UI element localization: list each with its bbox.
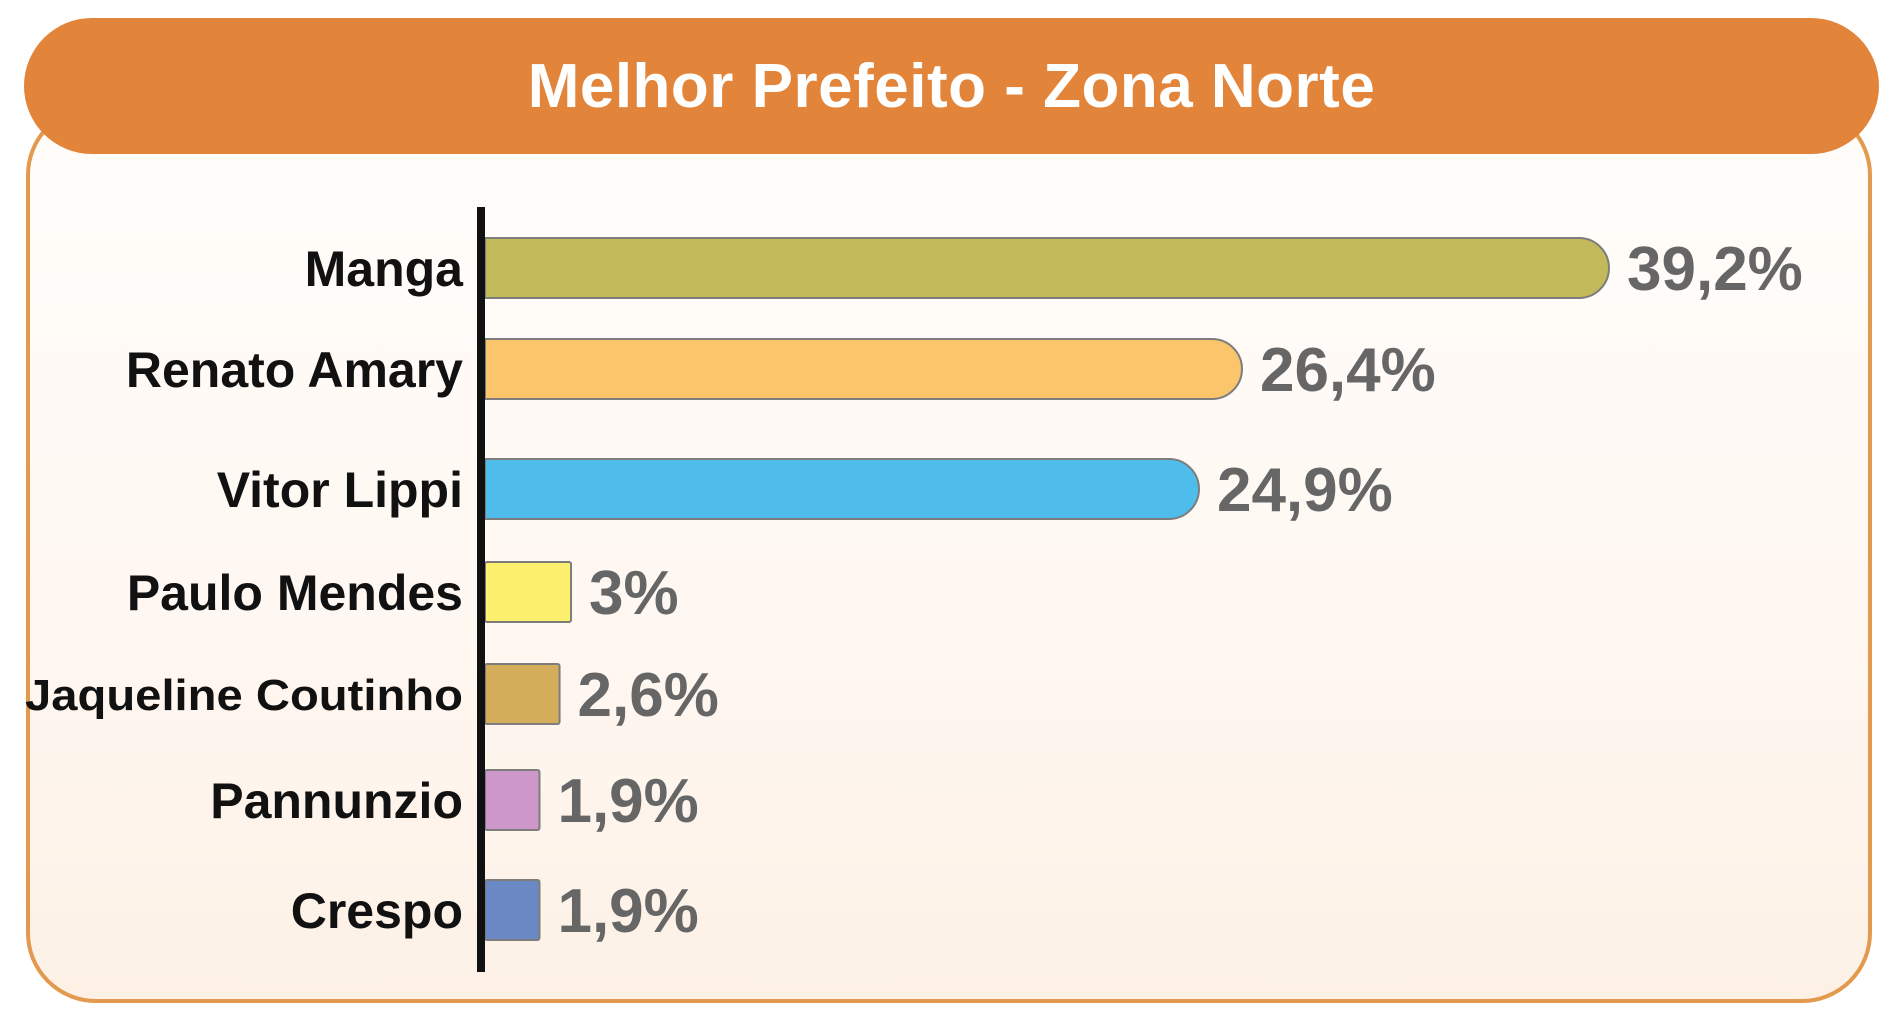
title-bar: Melhor Prefeito - Zona Norte	[24, 18, 1879, 154]
bar-4	[484, 663, 561, 725]
category-label-0: Manga	[305, 241, 465, 297]
category-label-1: Renato Amary	[126, 342, 463, 398]
value-label-0: 39,2%	[1627, 235, 1803, 304]
bar-1	[484, 338, 1243, 400]
value-label-5: 1,9%	[557, 767, 698, 836]
bar-6	[484, 879, 541, 941]
value-label-6: 1,9%	[557, 877, 698, 946]
bar-3	[484, 561, 573, 623]
value-label-1: 26,4%	[1260, 336, 1436, 405]
bar-2	[484, 458, 1200, 520]
bars-layer: Manga 39,2% Renato Amary 26,4% Vitor Lippi 24…	[25, 235, 1803, 946]
category-label-5: Pannunzio	[210, 773, 463, 829]
chart-title: Melhor Prefeito - Zona Norte	[527, 51, 1376, 121]
bar-5	[484, 769, 541, 831]
category-label-4: Jaqueline Coutinho	[25, 671, 463, 720]
value-label-3: 3%	[589, 559, 679, 628]
value-label-4: 2,6%	[578, 661, 719, 730]
category-label-3: Paulo Mendes	[127, 565, 463, 621]
bar-0	[484, 237, 1610, 299]
value-label-2: 24,9%	[1217, 456, 1393, 525]
category-label-6: Crespo	[291, 883, 463, 939]
category-label-2: Vitor Lippi	[217, 462, 463, 518]
